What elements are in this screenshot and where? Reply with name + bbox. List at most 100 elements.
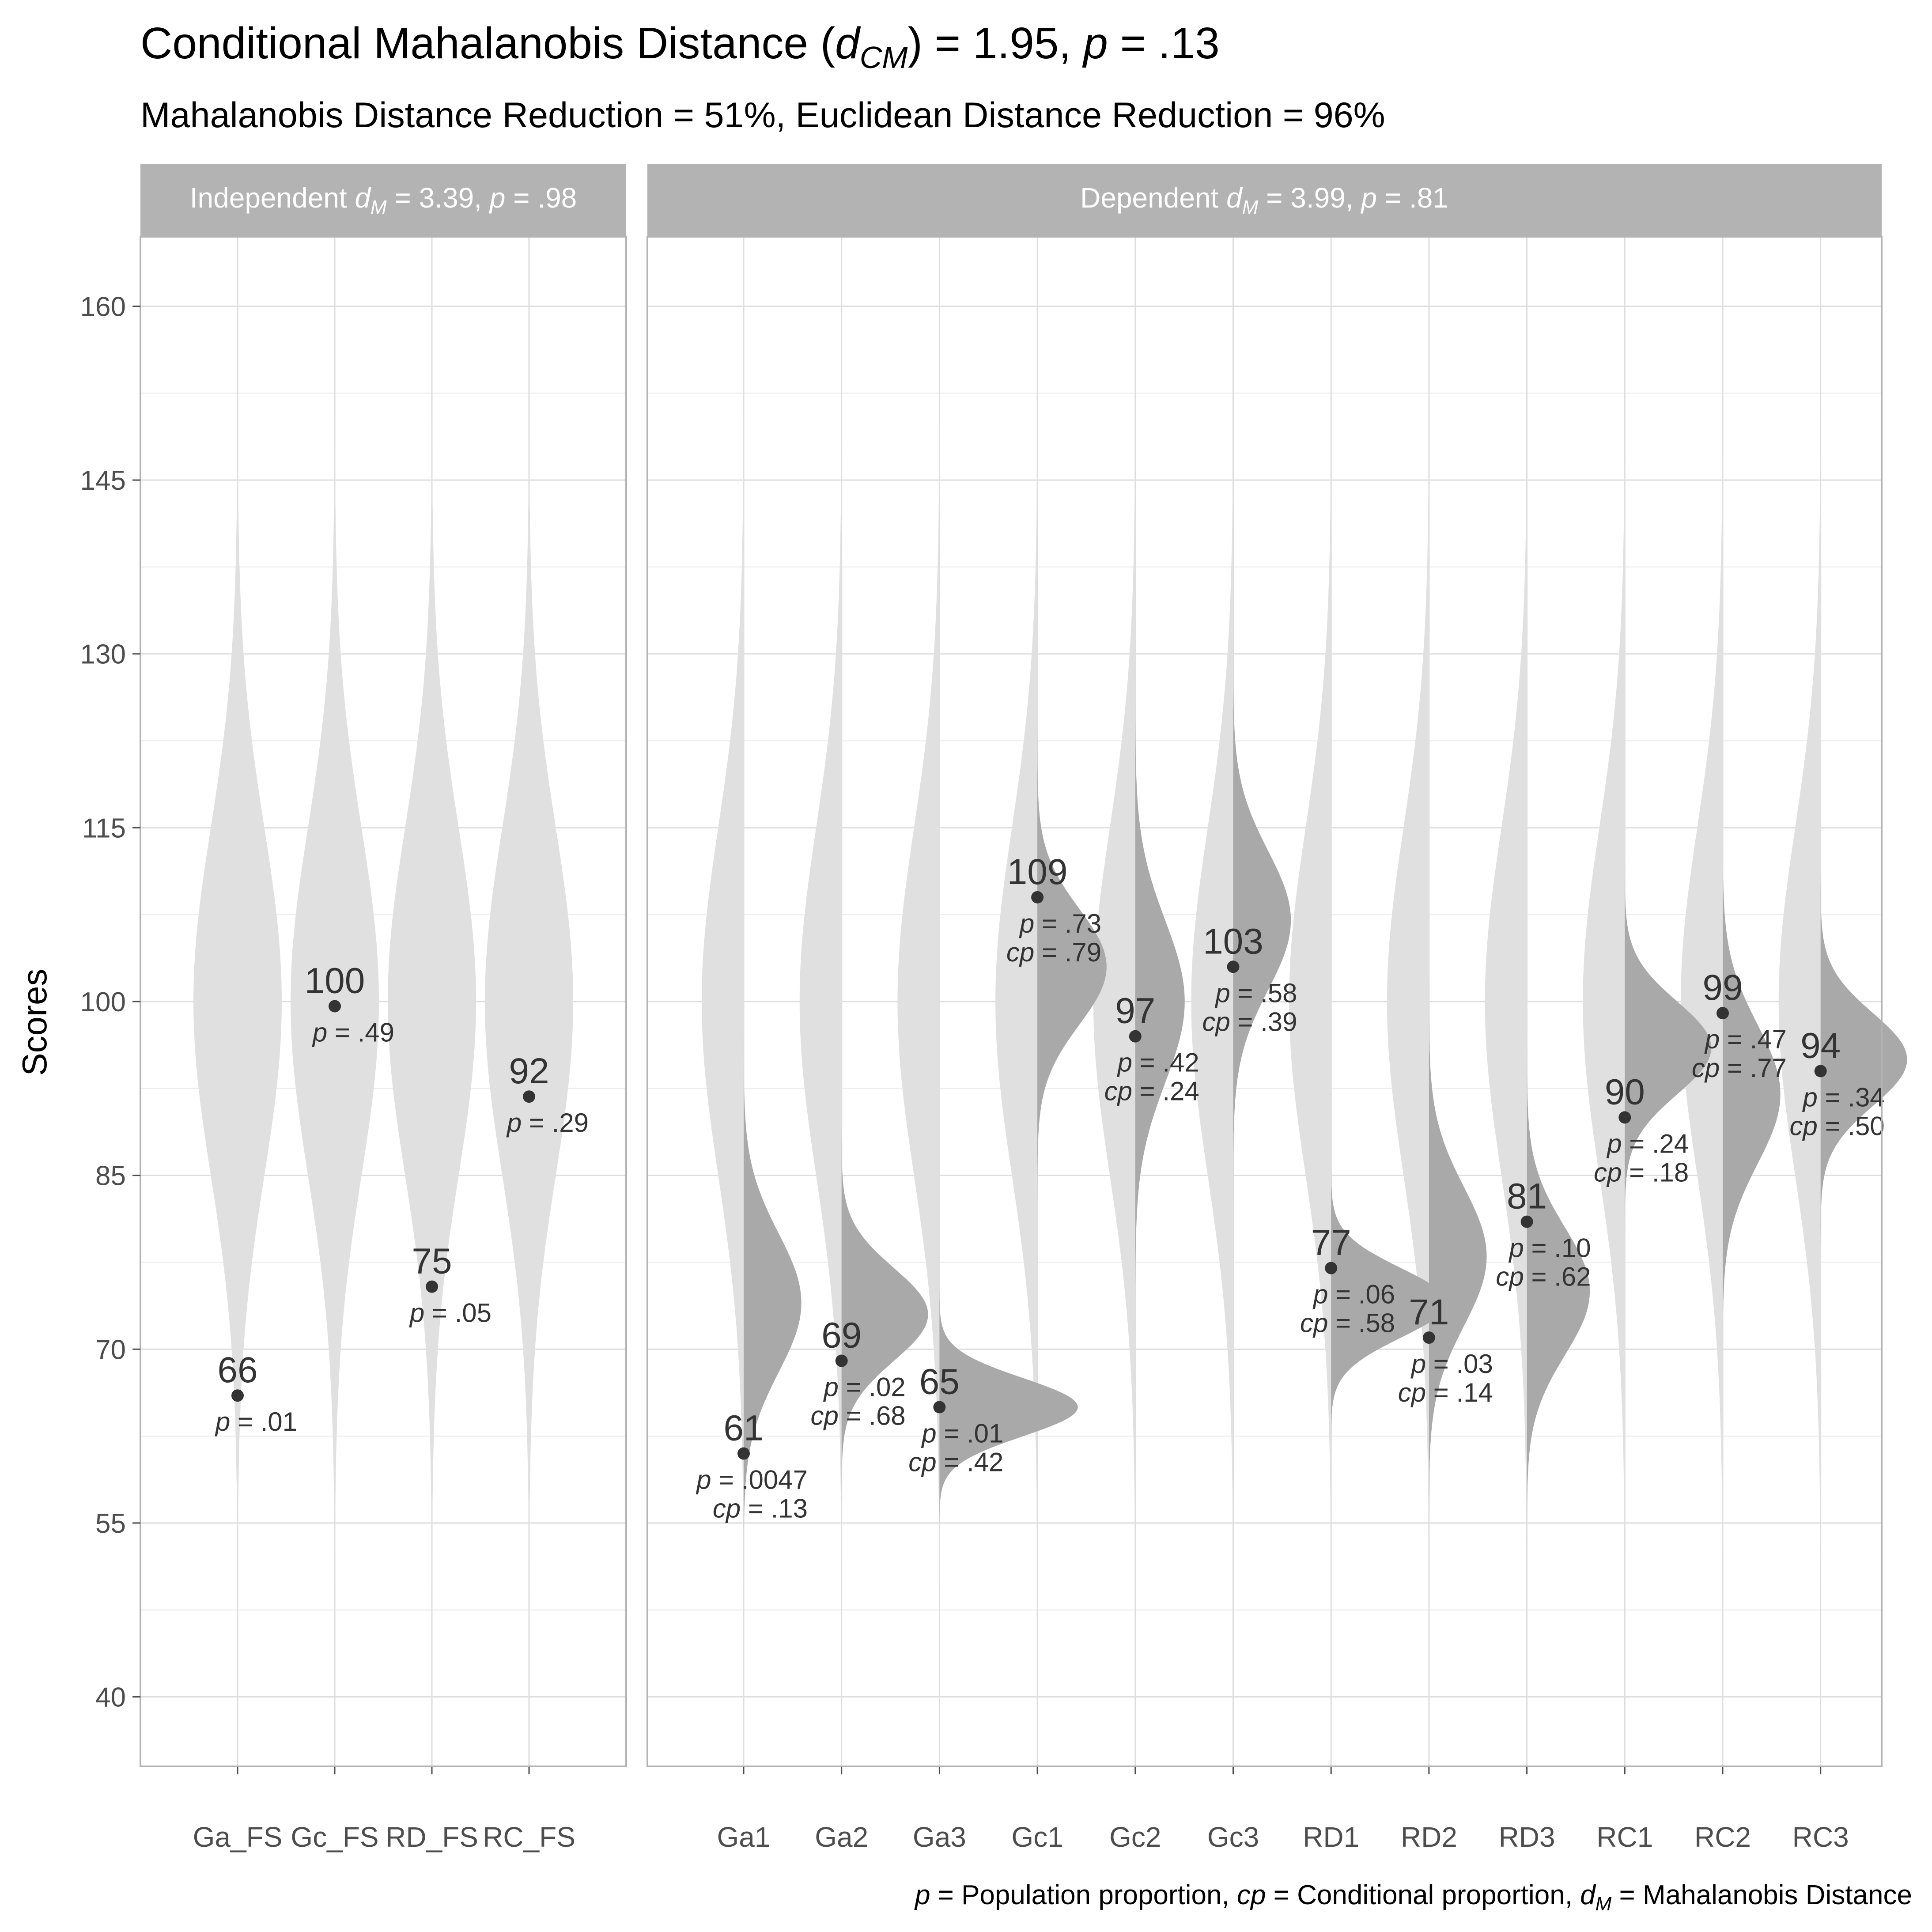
strip-independent bbox=[140, 164, 626, 237]
cp-label: cp = .79 bbox=[1006, 938, 1101, 967]
cp-label: cp = .62 bbox=[1496, 1262, 1591, 1292]
p-label: p = .05 bbox=[409, 1298, 492, 1328]
strip-dependent bbox=[647, 164, 1882, 237]
p-label: p = .42 bbox=[1117, 1048, 1199, 1078]
score-label: 66 bbox=[217, 1350, 257, 1390]
x-tick-label: RC3 bbox=[1792, 1821, 1849, 1853]
x-tick-label: RC_FS bbox=[483, 1821, 575, 1853]
cp-label: cp = .18 bbox=[1594, 1157, 1689, 1187]
conditional-density-RC2 bbox=[1723, 816, 1781, 1372]
conditional-density-RC3 bbox=[1820, 874, 1907, 1245]
score-point bbox=[523, 1090, 535, 1103]
score-label: 97 bbox=[1115, 991, 1155, 1031]
violin-RC2 bbox=[1681, 306, 1723, 1697]
score-label: 81 bbox=[1507, 1176, 1547, 1217]
violin-RC3 bbox=[1778, 306, 1821, 1697]
y-tick-label: 145 bbox=[80, 465, 126, 496]
violin-RC1 bbox=[1583, 306, 1625, 1697]
y-axis-label: Scores bbox=[15, 969, 54, 1076]
y-axis: 40 55 70 85 100 115 130 145 160 bbox=[80, 291, 140, 1713]
plot-area-independent: 66 p = .01 100 p = .49 75 p = .05 92 p = .29 Ga_… bbox=[140, 237, 626, 1853]
y-tick-label: 55 bbox=[95, 1509, 126, 1539]
x-tick-label: Ga_FS bbox=[193, 1821, 283, 1853]
score-label: 109 bbox=[1007, 852, 1068, 892]
y-tick-label: 70 bbox=[95, 1335, 126, 1365]
p-label: p = .02 bbox=[823, 1372, 906, 1402]
p-label: p = .01 bbox=[215, 1407, 297, 1437]
score-label: 71 bbox=[1409, 1292, 1449, 1332]
p-label: p = .06 bbox=[1312, 1280, 1395, 1309]
violin-RD3 bbox=[1485, 306, 1527, 1697]
p-label: p = .03 bbox=[1410, 1349, 1493, 1379]
score-point bbox=[1814, 1065, 1827, 1078]
cp-label: cp = .42 bbox=[908, 1447, 1003, 1477]
score-point bbox=[1618, 1111, 1631, 1124]
score-point bbox=[1129, 1030, 1142, 1043]
cp-label: cp = .68 bbox=[811, 1401, 906, 1431]
violin-RD_FS bbox=[388, 306, 476, 1697]
cp-label: cp = .39 bbox=[1202, 1007, 1297, 1036]
violin-RD1 bbox=[1289, 306, 1331, 1697]
p-label: p = .10 bbox=[1508, 1233, 1591, 1263]
x-tick-label: RD_FS bbox=[386, 1821, 478, 1853]
y-tick-label: 40 bbox=[95, 1682, 126, 1713]
p-label: p = .47 bbox=[1704, 1025, 1787, 1054]
cp-label: cp = .14 bbox=[1398, 1378, 1493, 1407]
y-tick-label: 100 bbox=[80, 987, 126, 1017]
cp-label: cp = .24 bbox=[1104, 1077, 1199, 1106]
x-tick-label: RC2 bbox=[1694, 1821, 1751, 1853]
conditional-density-RD1 bbox=[1331, 1164, 1447, 1442]
violin-Gc1 bbox=[995, 306, 1038, 1697]
score-point bbox=[1325, 1262, 1338, 1274]
panel-independent: Independent dM = 3.39, p = .98 66 p = .01… bbox=[140, 164, 627, 1853]
score-point bbox=[737, 1447, 750, 1460]
x-tick-label: Gc_FS bbox=[291, 1821, 378, 1853]
y-tick-label: 130 bbox=[80, 639, 126, 670]
cp-label: cp = .77 bbox=[1692, 1053, 1787, 1083]
violin-RC_FS bbox=[485, 306, 573, 1697]
chart-title: Conditional Mahalanobis Distance (dCM) =… bbox=[140, 19, 1220, 75]
score-point bbox=[329, 1000, 341, 1013]
p-label: p = .34 bbox=[1802, 1082, 1885, 1112]
score-point bbox=[426, 1280, 438, 1293]
violin-RD2 bbox=[1387, 306, 1429, 1697]
score-point bbox=[1422, 1331, 1435, 1344]
p-label: p = .01 bbox=[921, 1418, 1003, 1448]
score-label: 77 bbox=[1311, 1223, 1351, 1263]
score-point bbox=[1031, 891, 1044, 904]
conditional-density-Gc3 bbox=[1233, 642, 1291, 1199]
score-point bbox=[933, 1401, 946, 1414]
p-label: p = .24 bbox=[1606, 1129, 1689, 1158]
conditional-density-RD2 bbox=[1429, 978, 1487, 1535]
conditional-density-Ga1 bbox=[744, 1025, 802, 1581]
cp-label: cp = .50 bbox=[1790, 1111, 1885, 1141]
violin-Ga2 bbox=[799, 306, 842, 1697]
score-label: 65 bbox=[919, 1361, 960, 1402]
x-tick-label: Gc3 bbox=[1207, 1821, 1259, 1853]
p-label: p = .49 bbox=[312, 1017, 394, 1047]
score-label: 61 bbox=[723, 1408, 764, 1448]
x-tick-label: Ga1 bbox=[717, 1821, 771, 1853]
conditional-density-Gc1 bbox=[1037, 735, 1107, 1199]
x-tick-label: Ga2 bbox=[815, 1821, 868, 1853]
footnote: p = Population proportion, cp = Conditio… bbox=[914, 1880, 1912, 1915]
cp-label: cp = .13 bbox=[713, 1493, 808, 1523]
violin-Ga_FS bbox=[193, 306, 282, 1697]
y-tick-label: 115 bbox=[82, 813, 126, 843]
x-tick-label: Gc1 bbox=[1011, 1821, 1063, 1853]
y-tick-label: 85 bbox=[95, 1161, 126, 1191]
violin-Ga3 bbox=[897, 306, 940, 1697]
score-label: 103 bbox=[1203, 921, 1263, 961]
cp-label: cp = .58 bbox=[1300, 1308, 1395, 1338]
conditional-density-RC1 bbox=[1625, 862, 1712, 1233]
score-label: 94 bbox=[1800, 1025, 1841, 1066]
panel-dependent: Dependent dM = 3.99, p = .81 61 p = .0047… bbox=[647, 164, 1907, 1853]
score-point bbox=[1227, 960, 1240, 973]
chart-subtitle: Mahalanobis Distance Reduction = 51%, Eu… bbox=[140, 95, 1385, 135]
score-point bbox=[231, 1389, 244, 1402]
x-tick-label: RD3 bbox=[1499, 1821, 1555, 1853]
p-label: p = .58 bbox=[1214, 978, 1297, 1008]
score-point bbox=[1716, 1007, 1729, 1020]
x-tick-label: RD2 bbox=[1401, 1821, 1457, 1853]
